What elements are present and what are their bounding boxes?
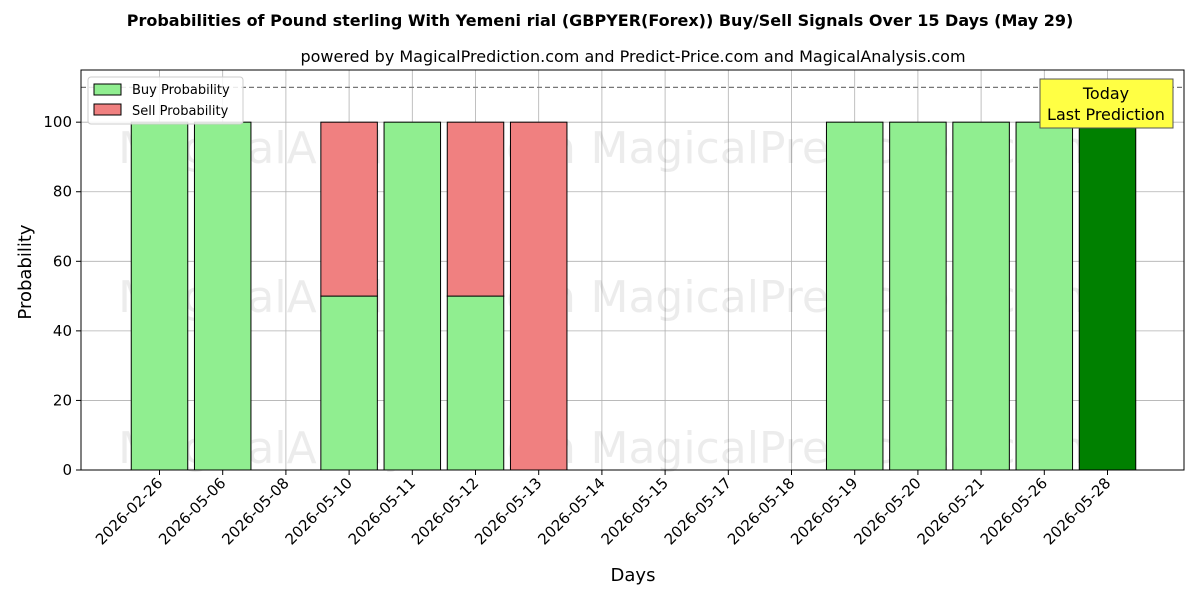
plot-area: MagicalAnalysis.comMagicalPrediction.com… <box>43 69 1185 548</box>
x-tick-label: 2026-05-10 <box>282 474 356 548</box>
x-tick-label: 2026-05-18 <box>724 474 798 548</box>
y-axis-label: Probability <box>15 224 36 319</box>
plot-frame <box>80 69 1185 471</box>
chart-subtitle: powered by MagicalPrediction.com and Pre… <box>300 47 965 66</box>
x-tick-label: 2026-05-19 <box>787 474 861 548</box>
x-tick-label: 2026-05-12 <box>408 474 482 548</box>
sell-bar <box>446 121 505 297</box>
x-tick-label: 2026-05-14 <box>534 474 608 548</box>
last-prediction-label: Last Prediction <box>1047 105 1165 124</box>
x-tick-label: 2026-05-17 <box>661 474 735 548</box>
buy-bar <box>193 121 252 471</box>
chart-title: Probabilities of Pound sterling With Yem… <box>127 11 1074 30</box>
buy-bar <box>1078 121 1137 471</box>
x-tick-label: 2026-05-06 <box>155 474 229 548</box>
legend-box <box>87 76 244 125</box>
legend-label-sell: Sell Probability <box>132 104 229 119</box>
y-tick-label: 80 <box>53 183 72 201</box>
buy-bar <box>952 121 1010 471</box>
x-tick-label: 2026-05-21 <box>914 474 988 548</box>
buy-bar <box>320 295 378 471</box>
legend-label-buy: Buy Probability <box>132 83 230 98</box>
y-tick-label: 40 <box>53 322 72 340</box>
buy-bar <box>1015 121 1074 471</box>
x-tick-label: 2026-05-26 <box>977 474 1051 548</box>
x-tick-label: 2026-05-11 <box>345 474 419 548</box>
y-tick-label: 0 <box>62 461 72 479</box>
y-tick-label: 60 <box>53 252 72 270</box>
buy-bar <box>383 121 442 471</box>
buy-bar <box>889 121 947 471</box>
x-tick-label: 2026-05-28 <box>1040 474 1114 548</box>
x-tick-label: 2026-05-08 <box>218 474 292 548</box>
today-box <box>1039 78 1174 129</box>
sell-bar <box>509 121 568 471</box>
sell-bar <box>320 121 378 297</box>
legend-swatch-buy <box>93 83 122 96</box>
x-tick-label: 2026-05-13 <box>471 474 545 548</box>
today-label: Today <box>1082 84 1129 103</box>
buy-bar <box>130 121 189 471</box>
legend-swatch-sell <box>93 103 122 116</box>
x-tick-label: 2026-02-26 <box>92 474 166 548</box>
y-tick-label: 20 <box>53 391 72 409</box>
x-tick-label: 2026-05-20 <box>850 474 924 548</box>
x-tick-label: 2026-05-15 <box>598 474 672 548</box>
buy-bar <box>825 121 884 471</box>
y-tick-label: 100 <box>43 113 72 131</box>
x-axis-label: Days <box>611 565 656 586</box>
buy-bar <box>446 295 505 471</box>
